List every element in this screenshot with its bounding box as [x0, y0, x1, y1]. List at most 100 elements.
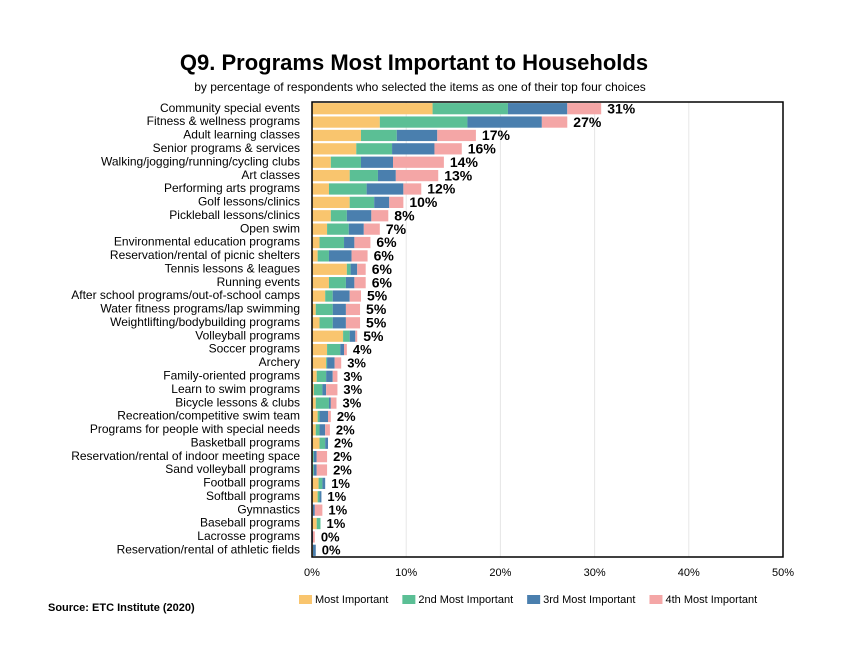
total-label: 8% [394, 207, 415, 223]
bar-segment [319, 236, 345, 249]
bar-segment [325, 290, 333, 302]
bar-segment [312, 223, 328, 235]
bar-segment [327, 343, 341, 356]
y-tick-label: Baseball programs [200, 516, 300, 530]
y-tick-label: Senior programs & services [153, 141, 300, 155]
bar-segment [345, 303, 361, 316]
y-tick-label: Football programs [203, 476, 300, 490]
y-tick-label: Open swim [240, 221, 300, 235]
bar-segment [315, 397, 329, 409]
y-tick-label: Archery [259, 355, 300, 369]
bar-segment [312, 183, 329, 195]
bar-segment [312, 250, 318, 262]
y-tick-label: Weightlifting/bodybuilding programs [110, 315, 300, 329]
bar-segment [330, 210, 347, 222]
bar-segment [326, 370, 333, 382]
legend-label: 3rd Most Important [543, 594, 635, 606]
bar-segment [317, 410, 320, 423]
bar-segment [316, 451, 328, 463]
bar-segment [371, 210, 389, 222]
bar-segment [328, 397, 331, 409]
bar-segment [328, 250, 352, 262]
bar-segment [312, 451, 314, 463]
total-label: 6% [374, 248, 395, 264]
bar-segment [345, 317, 361, 329]
bar-segment [392, 143, 435, 155]
bar-segment [567, 103, 602, 115]
total-label: 6% [376, 234, 397, 250]
bar-segment [366, 183, 404, 195]
total-label: 31% [607, 100, 636, 116]
bar-segment [348, 223, 364, 235]
bar-segment [349, 196, 375, 208]
bar-segment [318, 477, 323, 490]
y-tick-label: After school programs/out-of-school camp… [71, 288, 300, 302]
y-tick-label: Running events [217, 275, 300, 289]
bar-segment [317, 250, 329, 262]
bar-segment [313, 464, 317, 476]
bar-segment [389, 196, 404, 208]
y-tick-label: Pickleball lessons/clinics [169, 208, 300, 222]
bar-segment [312, 303, 316, 316]
bar-segment [312, 357, 327, 369]
bar-segment [327, 357, 335, 369]
total-label: 5% [367, 288, 388, 304]
y-tick-label: Tennis lessons & leagues [165, 261, 300, 275]
y-tick-label: Performing arts programs [164, 181, 300, 195]
chart-subtitle: by percentage of respondents who selecte… [194, 80, 646, 94]
total-label: 1% [326, 516, 345, 531]
legend-label: Most Important [315, 594, 388, 606]
total-label: 3% [342, 396, 361, 411]
total-label: 2% [334, 436, 353, 451]
total-label: 1% [331, 476, 350, 491]
bar-segment [312, 103, 433, 115]
bar-segment [312, 263, 347, 275]
bar-segment [312, 169, 350, 182]
bar-segment [332, 303, 346, 316]
bar-segment [319, 437, 326, 449]
bar-segment [325, 424, 330, 436]
bar-segment [326, 357, 328, 369]
total-label: 3% [347, 355, 366, 370]
legend-swatch [299, 595, 312, 604]
bar-segment [322, 384, 327, 396]
total-label: 4% [353, 342, 372, 357]
x-tick-label: 40% [678, 567, 700, 579]
bar-segment [312, 544, 316, 556]
total-label: 13% [444, 167, 473, 183]
bar-segment [316, 517, 321, 530]
bar-segment [332, 370, 338, 382]
bar-segment [322, 477, 326, 490]
legend-swatch [527, 595, 541, 604]
y-tick-label: Soccer programs [209, 342, 300, 356]
bar-segment [312, 464, 314, 476]
bar-segment [396, 129, 438, 142]
legend-label: 4th Most Important [665, 594, 757, 606]
y-tick-label: Water fitness programs/lap swimming [100, 302, 300, 316]
bar-segment [349, 330, 356, 342]
total-label: 14% [450, 154, 479, 170]
bar-segment [312, 290, 326, 302]
source-note: Source: ETC Institute (2020) [48, 602, 195, 614]
bar-segment [312, 437, 320, 449]
bar-segment [312, 531, 315, 543]
bar-segment [355, 330, 358, 342]
bar-segment [330, 397, 337, 409]
bar-segment [317, 491, 320, 503]
bar-segment [312, 277, 329, 289]
bar-segment [315, 303, 333, 316]
bar-segment [467, 116, 542, 128]
bar-segment [403, 183, 422, 195]
total-label: 12% [427, 181, 456, 197]
bar-segment [312, 517, 317, 530]
bar-segment [312, 397, 316, 409]
bar-segment [312, 491, 318, 503]
y-tick-label: Art classes [241, 168, 300, 182]
y-tick-label: Adult learning classes [183, 128, 300, 142]
total-label: 2% [333, 449, 352, 464]
chart-title: Q9. Programs Most Important to Household… [180, 50, 648, 75]
bar-segment [314, 504, 323, 516]
total-label: 27% [573, 114, 602, 130]
bar-segment [360, 156, 394, 168]
